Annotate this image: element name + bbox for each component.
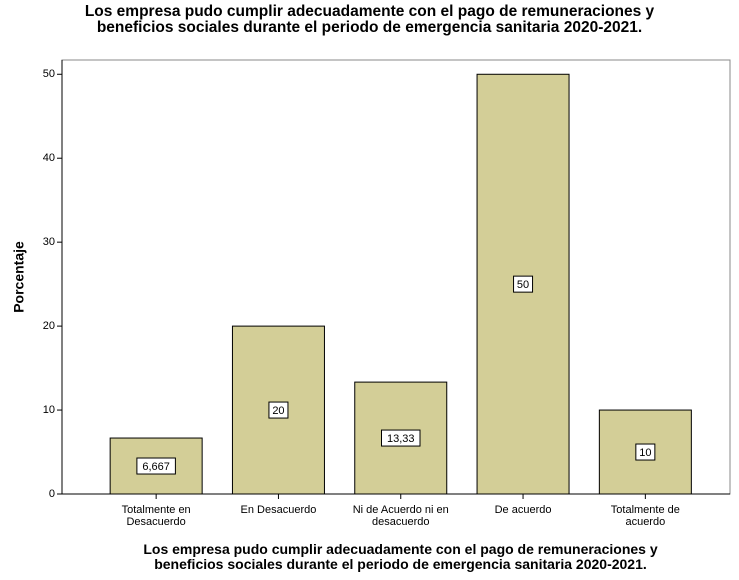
value-label: 50 [517,279,529,291]
y-tick-label: 30 [43,236,55,248]
x-tick-label: En Desacuerdo [240,504,317,516]
y-tick-label: 20 [43,320,55,332]
y-tick-label: 40 [43,152,55,164]
y-tick-label: 0 [49,488,55,500]
x-tick-label: Ni de Acuerdo ni en desacuerdo [352,504,449,528]
x-tick-label: De acuerdo [494,504,552,516]
value-label-box [513,275,534,293]
value-label-box [136,457,176,475]
value-label: 10 [639,447,651,459]
x-tick-label: Totalmente en Desacuerdo [121,504,191,528]
x-tick-label: Totalmente de acuerdo [610,504,680,528]
x-axis-label: Los empresa pudo cumplir adecuadamente c… [143,541,658,572]
value-label-box [268,401,289,419]
y-tick-label: 10 [43,404,55,416]
value-label: 20 [272,405,284,417]
value-label: 6,667 [142,461,170,473]
y-axis-label: Porcentaje [11,241,27,313]
chart-title: Los empresa pudo cumplir adecuadamente c… [84,3,655,37]
value-label: 13,33 [387,433,415,445]
value-label-box [381,429,421,447]
y-tick-label: 50 [43,68,55,80]
value-label-box [635,443,656,461]
